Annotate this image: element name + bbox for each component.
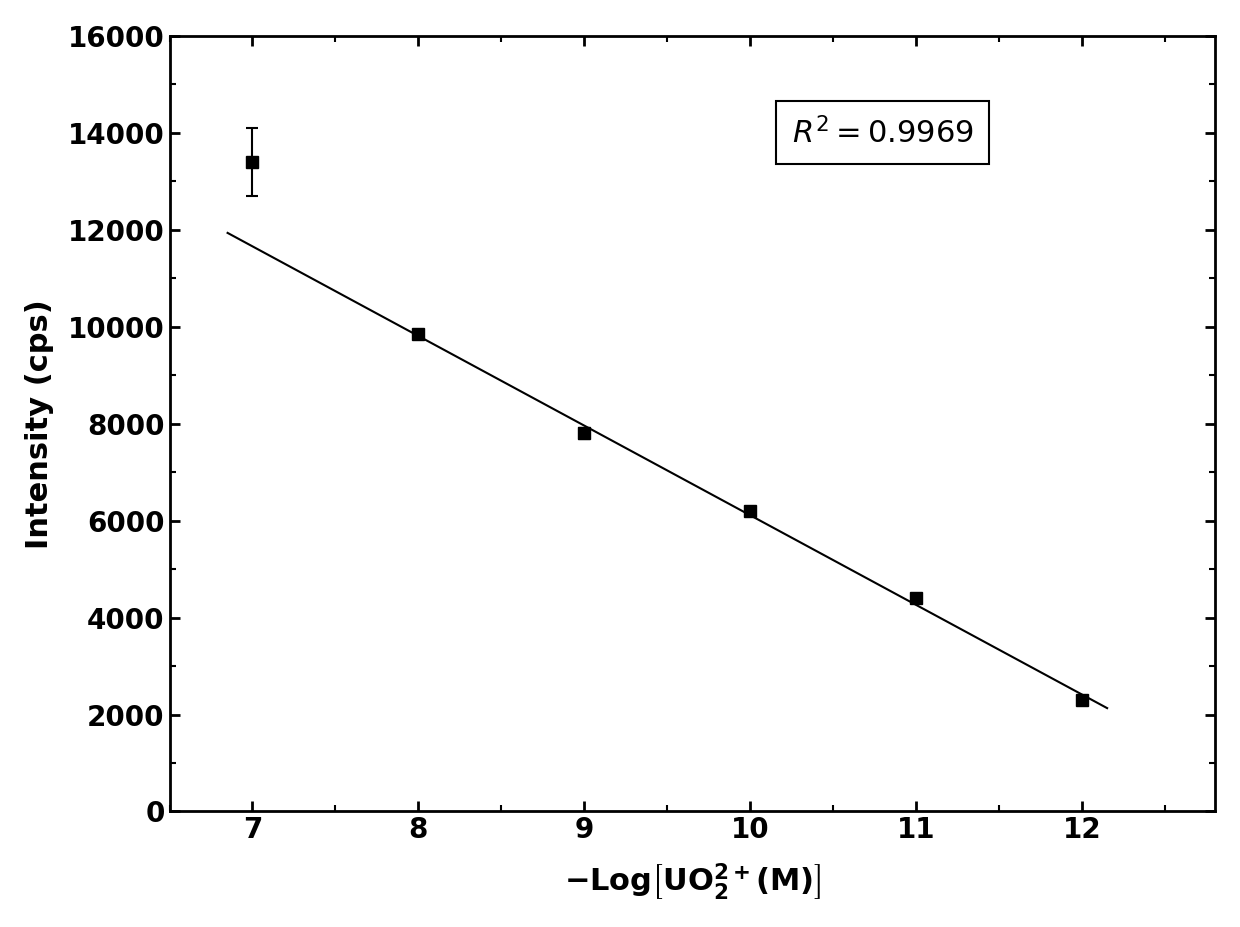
- Text: $R^2 = 0.9969$: $R^2 = 0.9969$: [791, 117, 973, 149]
- X-axis label: $\mathbf{-Log\left[UO_2^{2+}(M)\right]}$: $\mathbf{-Log\left[UO_2^{2+}(M)\right]}$: [564, 861, 821, 902]
- Y-axis label: Intensity (cps): Intensity (cps): [25, 298, 55, 549]
